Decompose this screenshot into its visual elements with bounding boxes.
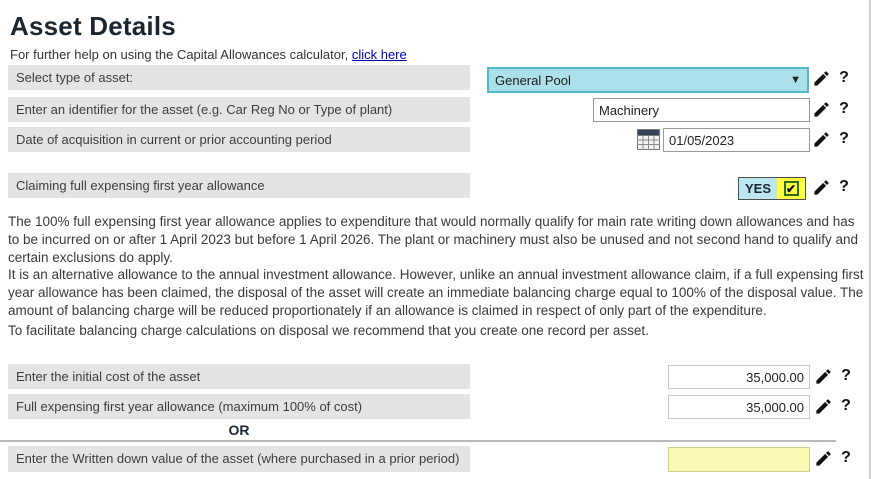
- help-question-icon[interactable]: ?: [839, 69, 849, 86]
- written-down-value-input[interactable]: [668, 447, 810, 472]
- help-text: For further help on using the Capital Al…: [10, 47, 407, 62]
- help-question-icon[interactable]: ?: [839, 130, 849, 147]
- edit-pencil-icon[interactable]: [812, 178, 831, 197]
- edit-pencil-icon[interactable]: [814, 449, 833, 468]
- info-paragraph-2: It is an alternative allowance to the an…: [8, 267, 864, 318]
- help-link[interactable]: click here: [351, 47, 407, 62]
- asset-type-select[interactable]: General Pool ▼: [487, 67, 809, 93]
- edit-pencil-icon[interactable]: [812, 100, 831, 119]
- checkbox-highlight: ✔: [777, 178, 806, 199]
- help-question-icon[interactable]: ?: [839, 100, 849, 117]
- page-title: Asset Details: [10, 11, 176, 41]
- help-question-icon[interactable]: ?: [839, 178, 849, 195]
- full-expensing-toggle: YES ✔: [738, 177, 807, 200]
- help-question-icon[interactable]: ?: [841, 397, 851, 414]
- field-label-initial-cost: Enter the initial cost of the asset: [8, 364, 470, 389]
- edit-pencil-icon[interactable]: [812, 130, 831, 149]
- initial-cost-input[interactable]: [668, 365, 810, 389]
- help-question-icon[interactable]: ?: [841, 367, 851, 384]
- edit-pencil-icon[interactable]: [814, 397, 833, 416]
- asset-type-selected-value: General Pool: [495, 72, 571, 88]
- or-separator: OR: [228, 422, 250, 438]
- field-label-written-down-value: Enter the Written down value of the asse…: [8, 446, 470, 472]
- field-label-full-expensing-allowance: Full expensing first year allowance (max…: [8, 394, 470, 419]
- edit-pencil-icon[interactable]: [812, 69, 831, 88]
- info-paragraph-3: To facilitate balancing charge calculati…: [8, 323, 649, 338]
- window-edge-line: [869, 0, 871, 479]
- full-expensing-checkbox[interactable]: ✔: [783, 181, 799, 196]
- field-label-identifier: Enter an identifier for the asset (e.g. …: [8, 97, 470, 122]
- info-paragraph-1: The 100% full expensing first year allow…: [8, 214, 859, 265]
- help-question-icon[interactable]: ?: [841, 449, 851, 466]
- identifier-input[interactable]: [593, 98, 810, 122]
- section-divider: [0, 440, 836, 442]
- chevron-down-icon: ▼: [790, 74, 801, 86]
- field-label-full-expensing-claim: Claiming full expensing first year allow…: [8, 173, 470, 198]
- field-label-asset-type: Select type of asset:: [8, 65, 470, 90]
- field-label-acquisition-date: Date of acquisition in current or prior …: [8, 127, 470, 152]
- edit-pencil-icon[interactable]: [814, 367, 833, 386]
- acquisition-date-input[interactable]: [663, 128, 810, 152]
- help-text-prefix: For further help on using the Capital Al…: [10, 47, 349, 62]
- calendar-icon[interactable]: [637, 129, 660, 150]
- yes-label: YES: [745, 181, 772, 196]
- full-expensing-allowance-input[interactable]: [668, 395, 810, 419]
